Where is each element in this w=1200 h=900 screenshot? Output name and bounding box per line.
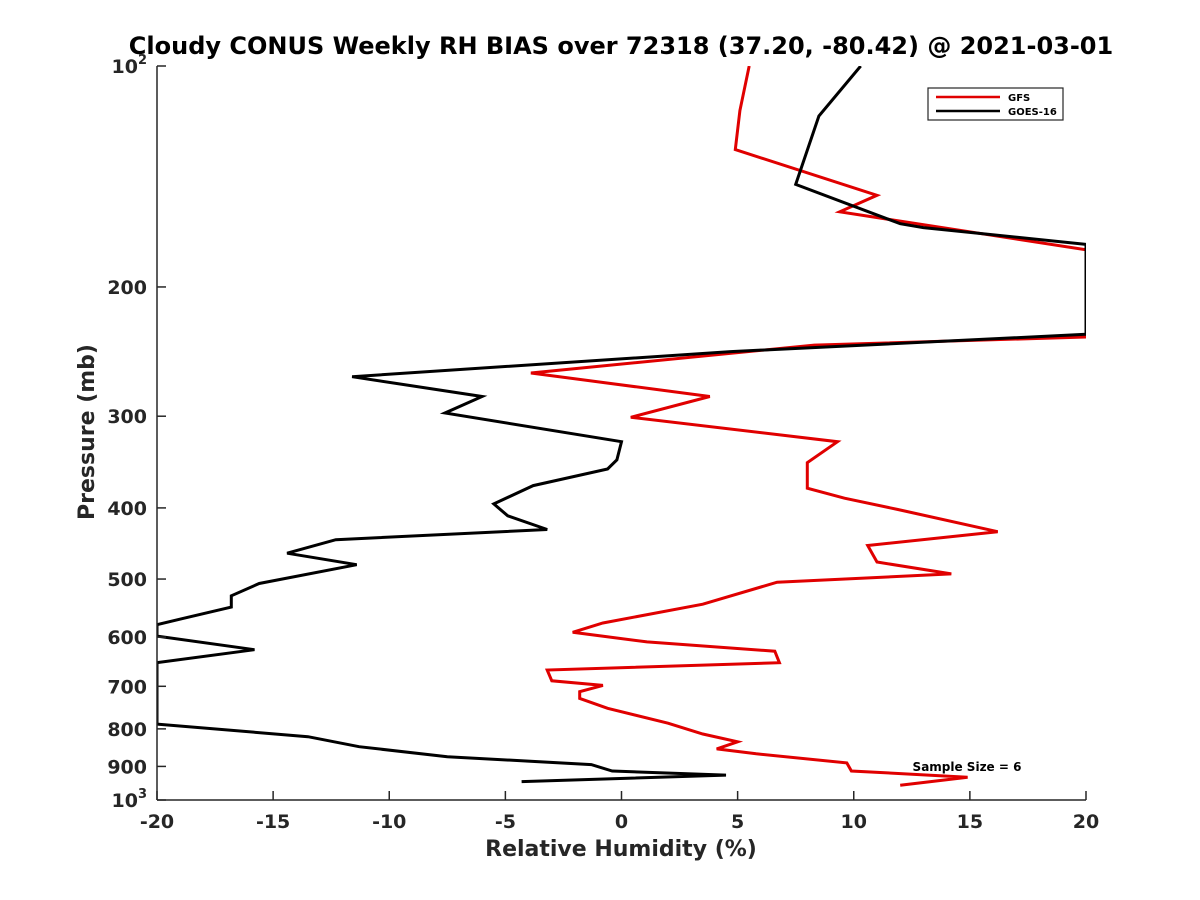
chart-title: Cloudy CONUS Weekly RH BIAS over 72318 (… — [129, 32, 1113, 60]
x-tick-label: 20 — [1073, 811, 1099, 833]
x-tick-label: 5 — [731, 811, 744, 833]
y-tick-label: 300 — [107, 406, 147, 428]
legend-entry-gfs: GFS — [1008, 93, 1030, 104]
x-axis-label: Relative Humidity (%) — [485, 837, 757, 862]
x-tick-label: 10 — [841, 811, 867, 833]
y-tick-label: 800 — [107, 719, 147, 741]
y-tick-label: 103 — [112, 787, 148, 812]
y-axis-label: Pressure (mb) — [75, 344, 100, 520]
x-tick-label: -20 — [140, 811, 174, 833]
x-tick-label: -15 — [256, 811, 290, 833]
y-tick-label: 200 — [107, 277, 147, 299]
y-tick-label: 400 — [107, 498, 147, 520]
ticks-layer: -20 -15 -10 -5 0 5 10 15 20 102 200 300 400 500 600 700… — [107, 53, 1099, 833]
y-tick-label: 102 — [112, 53, 148, 78]
x-tick-label: 15 — [957, 811, 983, 833]
y-tick-label: 600 — [107, 627, 147, 649]
x-tick-label: -5 — [495, 811, 516, 833]
sample-size-annotation: Sample Size = 6 — [913, 760, 1022, 774]
legend-box — [927, 87, 1064, 121]
x-tick-label: -10 — [372, 811, 406, 833]
legend-entry-goes-16: GOES-16 — [1008, 107, 1057, 118]
series-line-gfs — [530, 66, 1086, 787]
series-line-goes-16 — [157, 66, 1086, 784]
legend: GFS GOES-16 — [927, 87, 1064, 121]
plot-layer — [157, 66, 1086, 787]
y-tick-label: 900 — [107, 756, 147, 778]
x-tick-label: 0 — [615, 811, 628, 833]
y-tick-label: 700 — [107, 676, 147, 698]
axes-layer — [156, 66, 1086, 801]
y-tick-label: 500 — [107, 569, 147, 591]
